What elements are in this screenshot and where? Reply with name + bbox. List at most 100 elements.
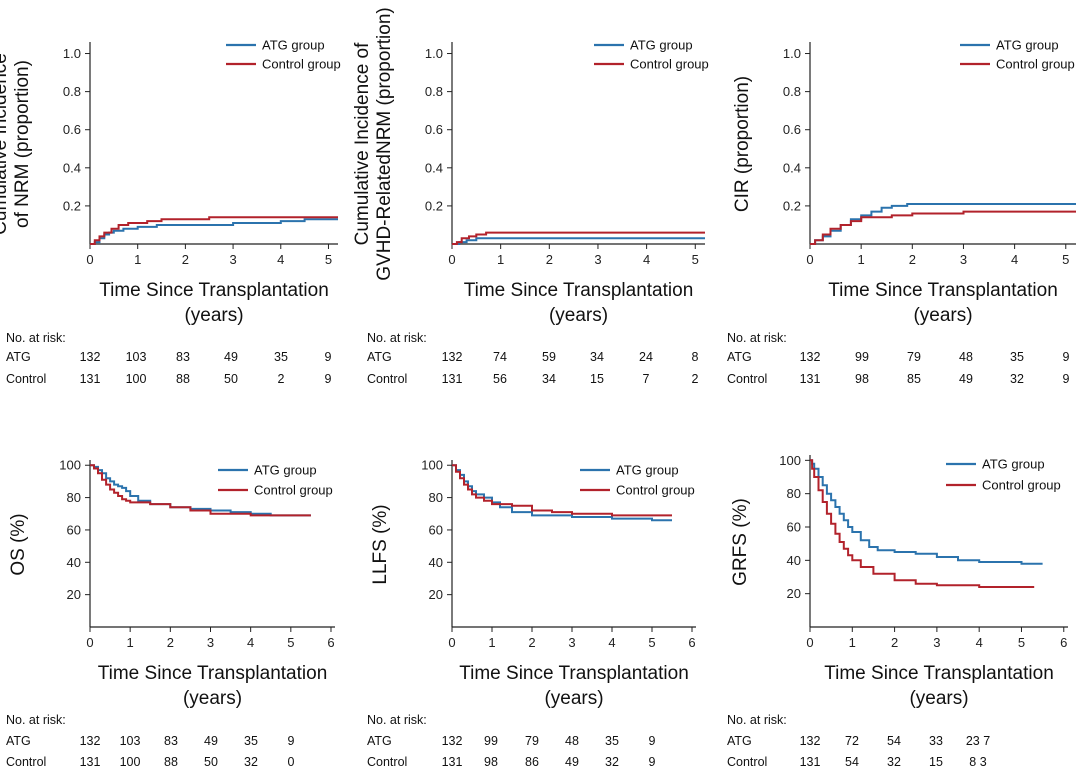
y-tick-label: 0.2 (63, 198, 81, 213)
x-axis-label: Time Since Transplantation (99, 280, 329, 301)
x-tick-label: 2 (167, 635, 174, 650)
x-tick-label: 0 (806, 252, 813, 267)
x-axis-label: Time Since Transplantation (98, 663, 328, 684)
y-tick-label: 40 (67, 555, 81, 570)
risk-count: 34 (590, 350, 604, 364)
x-tick-label: 2 (546, 252, 553, 267)
y-tick-label: 1.0 (425, 46, 443, 61)
risk-count: 131 (442, 372, 463, 386)
y-tick-label: 40 (787, 553, 801, 568)
x-tick-label: 0 (86, 252, 93, 267)
risk-count: 98 (484, 755, 498, 769)
x-tick-label: 0 (448, 252, 455, 267)
panel-4: 0 1 2 3 4 5 6 20 40 60 80 100 OS (%) Time Since Trans… (6, 458, 335, 769)
y-tick-label: 0.6 (63, 122, 81, 137)
legend: ATG group Control group (580, 463, 695, 498)
y-tick-label: 60 (429, 522, 443, 537)
risk-count: 83 (164, 734, 178, 748)
risk-row-label: ATG (6, 734, 31, 748)
x-tick-label: 1 (488, 635, 495, 650)
y-tick-label: 1.0 (783, 46, 801, 61)
x-axis-label: Time Since Transplantation (464, 280, 694, 301)
legend-label-atg: ATG group (982, 457, 1045, 472)
risk-count: 132 (800, 350, 821, 364)
legend: ATG group Control group (594, 38, 709, 72)
risk-table: No. at risk: ATG 132 74 59 34 24 8 Control 131 56 3… (367, 331, 699, 386)
risk-table: No. at risk: ATG 132 99 79 48 35 9 Control 131 98 8… (367, 713, 656, 769)
atg-group-curve (810, 459, 1043, 565)
risk-count: 88 (176, 372, 190, 386)
control-group-curve (90, 464, 311, 517)
risk-count: 32 (605, 755, 619, 769)
legend-label-control: Control group (630, 57, 709, 72)
panel-5: 0 1 2 3 4 5 6 20 40 60 80 100 LLFS (%) Time Since Tra… (367, 458, 696, 769)
y-tick-label: 1.0 (63, 46, 81, 61)
risk-count: 54 (887, 734, 901, 748)
legend-label-control: Control group (254, 483, 333, 498)
risk-table-header: No. at risk: (727, 713, 787, 727)
y-tick-label: 60 (787, 520, 801, 535)
risk-row-label: ATG (6, 350, 31, 364)
risk-count: 56 (493, 372, 507, 386)
risk-count: 103 (126, 350, 147, 364)
y-axis-label: Cumulative Incidence (0, 53, 11, 235)
risk-row-label: ATG (727, 734, 752, 748)
risk-count: 9 (325, 350, 332, 364)
risk-count: 9 (325, 372, 332, 386)
x-tick-label: 2 (909, 252, 916, 267)
x-tick-label: 3 (933, 635, 940, 650)
risk-count: 7 (643, 372, 650, 386)
risk-table: No. at risk: ATG 132 103 83 49 35 9 Control 131 10… (6, 331, 332, 386)
risk-count: 35 (274, 350, 288, 364)
x-tick-label: 4 (608, 635, 615, 650)
risk-count: 50 (204, 755, 218, 769)
risk-row-label: Control (727, 372, 767, 386)
risk-row-label: Control (367, 372, 407, 386)
y-axis-label: CIR (proportion) (732, 76, 753, 212)
x-tick-label: 3 (960, 252, 967, 267)
x-tick-label: 4 (1011, 252, 1018, 267)
risk-count: 131 (80, 755, 101, 769)
risk-count: 9 (649, 734, 656, 748)
panel-3: 0 1 2 3 4 5 0.2 0.4 0.6 0.8 1.0 CIR (proportion) Tim… (727, 38, 1076, 386)
risk-count: 23 7 (966, 734, 990, 748)
risk-count: 8 (692, 350, 699, 364)
control-group-curve (810, 210, 1076, 245)
x-tick-label: 0 (86, 635, 93, 650)
x-tick-label: 2 (182, 252, 189, 267)
x-tick-label: 5 (287, 635, 294, 650)
x-axis-label: (years) (183, 688, 242, 709)
legend: ATG group Control group (218, 463, 333, 498)
y-tick-label: 20 (787, 586, 801, 601)
risk-count: 2 (692, 372, 699, 386)
x-tick-label: 3 (229, 252, 236, 267)
x-tick-label: 1 (849, 635, 856, 650)
risk-count: 49 (224, 350, 238, 364)
legend-label-atg: ATG group (254, 463, 317, 478)
x-axis-label: (years) (549, 305, 608, 326)
risk-count: 35 (1010, 350, 1024, 364)
risk-count: 48 (565, 734, 579, 748)
legend: ATG group Control group (226, 38, 341, 72)
y-tick-label: 100 (59, 458, 81, 473)
y-tick-label: 0.8 (425, 84, 443, 99)
risk-count: 0 (288, 755, 295, 769)
risk-count: 15 (929, 755, 943, 769)
x-tick-label: 6 (688, 635, 695, 650)
risk-count: 132 (80, 350, 101, 364)
y-tick-label: 0.2 (783, 198, 801, 213)
risk-count: 9 (649, 755, 656, 769)
risk-count: 131 (80, 372, 101, 386)
risk-count: 79 (907, 350, 921, 364)
risk-count: 35 (605, 734, 619, 748)
y-tick-label: 0.2 (425, 198, 443, 213)
y-axis-label: GVHD-RelatedNRM (proportion) (374, 7, 395, 280)
x-tick-label: 0 (806, 635, 813, 650)
atg-group-curve (452, 464, 672, 522)
panel-6: 0 1 2 3 4 5 6 20 40 60 80 100 GRFS (%) Time Since Tra… (727, 453, 1068, 769)
risk-count: 98 (855, 372, 869, 386)
x-axis-label: (years) (909, 688, 968, 709)
risk-row-label: Control (727, 755, 767, 769)
legend: ATG group Control group (960, 38, 1075, 72)
y-tick-label: 0.8 (783, 84, 801, 99)
